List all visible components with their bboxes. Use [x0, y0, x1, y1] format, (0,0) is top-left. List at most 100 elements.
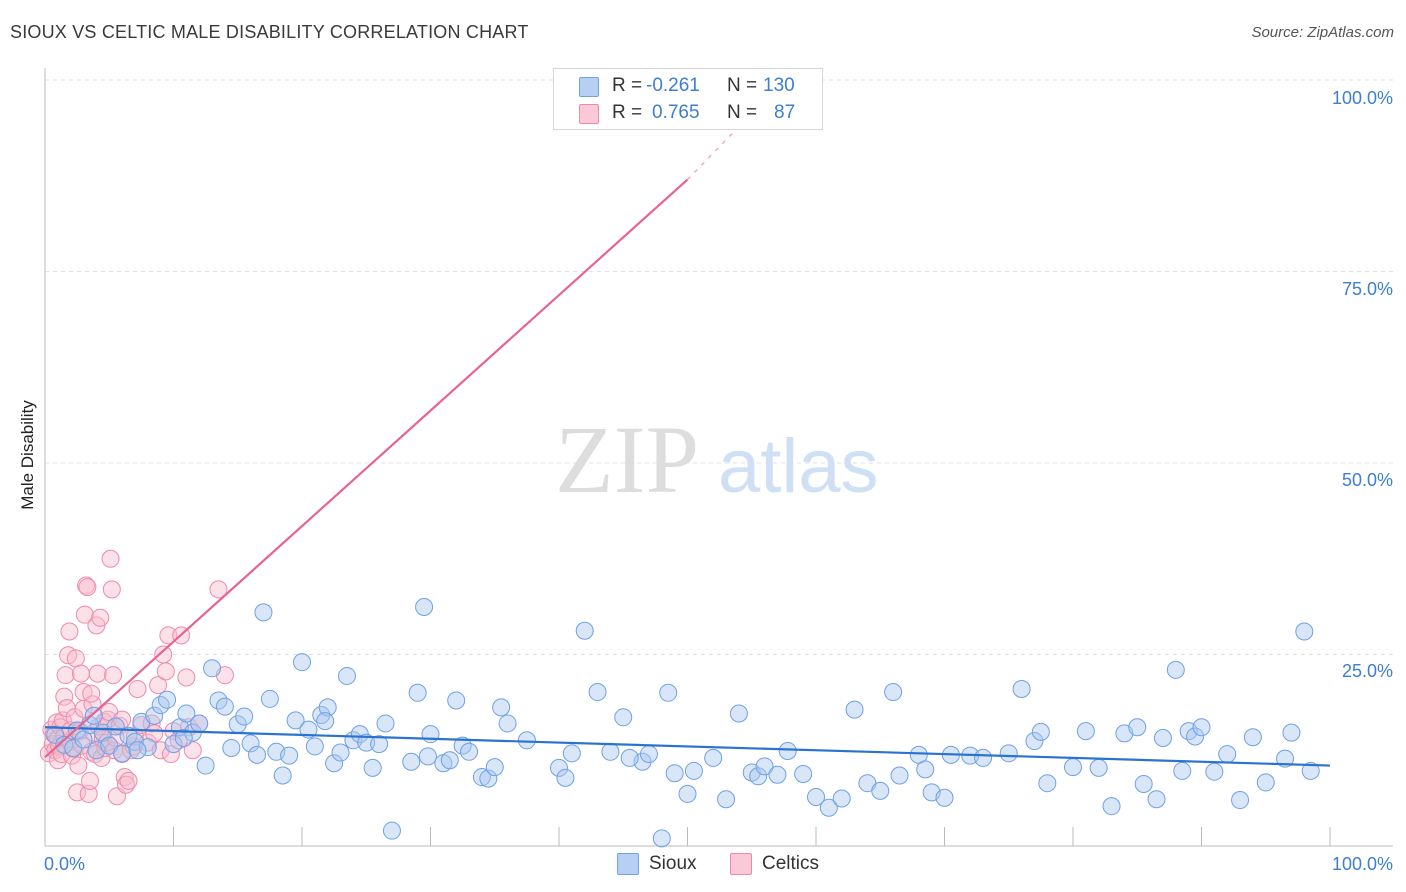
x-tick-label-100: 100.0%	[1332, 854, 1393, 874]
celtics-point	[159, 626, 178, 645]
legend-n-value: 130	[763, 75, 795, 96]
sioux-point	[190, 714, 209, 733]
sioux-point	[729, 704, 748, 723]
sioux-point	[684, 761, 703, 780]
celtics-point	[79, 784, 98, 803]
celtics-point	[55, 687, 74, 706]
celtics-point	[113, 710, 132, 729]
legend-n-value: 87	[774, 102, 796, 123]
legend-r-label: R =	[612, 102, 643, 123]
sioux-point	[286, 711, 305, 730]
sioux-point	[819, 798, 838, 817]
legend-r-value: 0.765	[652, 102, 700, 123]
sioux-point	[1089, 758, 1108, 777]
sioux-point	[556, 768, 575, 787]
y-tick-label-75: 75.0%	[1342, 279, 1393, 299]
sioux-point	[498, 714, 517, 733]
sioux-point	[382, 821, 401, 840]
celtics-point	[209, 580, 228, 599]
celtics-point	[119, 771, 138, 790]
celtics-point	[154, 645, 173, 664]
sioux-point	[1012, 679, 1031, 698]
sioux-point	[479, 769, 498, 788]
sioux-point	[1218, 745, 1237, 764]
celtics-point	[91, 608, 110, 627]
sioux-point	[415, 598, 434, 617]
sioux-point	[241, 734, 260, 753]
bottom-legend-swatch-celtics	[730, 853, 752, 875]
chart-title: SIOUX VS CELTIC MALE DISABILITY CORRELAT…	[10, 22, 529, 42]
sioux-point	[778, 742, 797, 761]
y-tick-label-25: 25.0%	[1342, 661, 1393, 681]
celtics-point	[66, 649, 85, 668]
sioux-point	[678, 784, 697, 803]
sioux-point	[1064, 758, 1082, 777]
celtics-point	[82, 684, 101, 703]
legend-r-value: -0.261	[646, 75, 700, 96]
sioux-point	[408, 683, 427, 702]
sioux-point	[254, 603, 273, 622]
sioux-point	[550, 758, 568, 777]
sioux-point	[299, 720, 318, 739]
legend-n-label: N =	[727, 102, 758, 123]
celtics-point	[104, 666, 123, 685]
sioux-point	[316, 712, 335, 731]
sioux-point	[158, 690, 177, 709]
watermark-zip: ZIP	[555, 406, 699, 513]
sioux-point	[418, 747, 437, 766]
sioux-point	[639, 745, 658, 764]
tick-labels: 100.0% 75.0% 50.0% 25.0% 0.0% 100.0%	[44, 88, 1393, 874]
sioux-point	[1282, 723, 1301, 742]
sioux-point	[447, 691, 466, 710]
sioux-point	[305, 737, 324, 756]
sioux-point	[845, 700, 864, 719]
sioux-point	[974, 748, 993, 767]
sioux-point	[601, 742, 620, 761]
celtics-trend-extension	[686, 106, 759, 181]
sioux-point	[293, 653, 311, 672]
sioux-point	[106, 717, 125, 736]
sioux-point	[174, 728, 193, 747]
sioux-point	[575, 621, 594, 640]
celtics-trend-line	[44, 178, 689, 758]
sioux-point	[460, 742, 479, 761]
sioux-point	[768, 765, 787, 784]
sioux-point	[357, 733, 376, 752]
celtics-point	[102, 580, 121, 599]
sioux-point	[222, 738, 241, 757]
sioux-point	[248, 745, 267, 764]
grid-lines	[45, 79, 1393, 655]
celtics-point	[97, 733, 116, 752]
legend-row-celtics: R = 0.765 N = 87	[554, 100, 822, 126]
sioux-point	[517, 731, 536, 750]
sioux-point	[138, 738, 157, 757]
sioux-point	[916, 760, 935, 779]
sioux-point	[1025, 732, 1044, 751]
sioux-point	[113, 744, 132, 763]
sioux-point	[376, 714, 395, 733]
sioux-point	[145, 706, 164, 725]
bottom-legend-sioux: Sioux	[649, 853, 697, 874]
sioux-point	[402, 752, 421, 771]
legend-swatch-sioux	[579, 77, 599, 97]
sioux-point	[999, 744, 1018, 763]
sioux-point	[704, 748, 723, 767]
celtics-point	[101, 549, 120, 568]
sioux-trend-line	[44, 726, 1331, 767]
sioux-point	[717, 790, 736, 809]
sioux-point	[273, 766, 292, 785]
sioux-point	[421, 725, 440, 744]
sioux-point	[1243, 728, 1262, 747]
sioux-point	[485, 758, 504, 777]
sioux-point	[46, 725, 65, 744]
sioux-point	[588, 683, 607, 702]
sioux-point	[84, 706, 103, 725]
celtics-point	[74, 683, 93, 702]
sioux-point	[1276, 749, 1295, 768]
sioux-point	[1256, 773, 1275, 792]
sioux-point	[1192, 718, 1211, 737]
celtics-point	[88, 664, 107, 683]
celtics-point	[71, 664, 90, 683]
sioux-point	[1031, 722, 1050, 741]
